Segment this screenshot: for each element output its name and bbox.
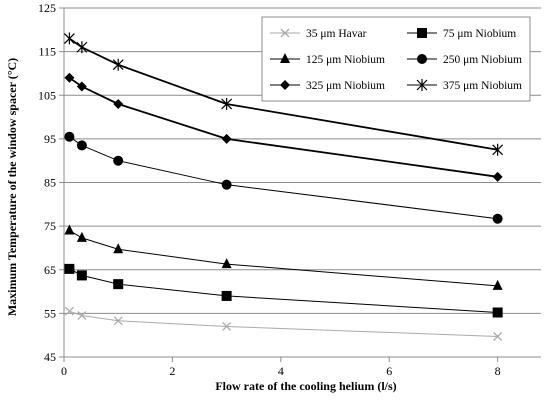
legend: 35 μm Havar 75 μm Niobium 125 μm Niobium 25…: [261, 16, 531, 102]
data-point: [113, 155, 124, 166]
legend-item: 325 μm Niobium: [270, 80, 385, 92]
data-point: [64, 306, 74, 316]
x-tick-labels: 0 2 4 6 8: [61, 364, 501, 378]
x-tick-label: 6: [386, 364, 392, 378]
data-point: [113, 243, 124, 254]
legend-marker: [280, 28, 290, 38]
legend-label: 35 μm Havar: [306, 28, 367, 40]
legend-item: 125 μm Niobium: [270, 53, 385, 66]
data-point: [221, 97, 233, 110]
legend-item: 375 μm Niobium: [407, 79, 522, 92]
y-tick-label: 85: [44, 176, 56, 190]
y-tick-label: 125: [38, 1, 56, 15]
data-point: [492, 213, 503, 224]
series-2: [64, 263, 503, 318]
legend-marker: [417, 54, 427, 64]
legend-item: 35 μm Havar: [270, 28, 367, 40]
y-tick-label: 75: [44, 219, 56, 233]
data-point: [76, 231, 87, 242]
legend-marker: [280, 80, 290, 90]
data-point: [492, 279, 503, 290]
y-tick-labels: 45 55 65 75 85 95 105 115 125: [38, 1, 56, 364]
legend-label: 75 μm Niobium: [443, 28, 516, 40]
y-tick-label: 95: [44, 132, 56, 146]
data-point: [63, 32, 75, 45]
y-tick-label: 115: [38, 45, 56, 59]
data-point: [113, 98, 124, 109]
data-point: [492, 171, 503, 182]
data-point: [493, 332, 503, 341]
data-point: [492, 143, 504, 156]
series-3: [64, 224, 503, 290]
data-point: [113, 316, 123, 326]
legend-item: 75 μm Niobium: [407, 28, 516, 40]
axes: [59, 7, 541, 362]
y-tick-label: 65: [44, 263, 56, 277]
data-point: [64, 72, 75, 83]
data-point: [221, 290, 232, 301]
x-axis-title: Flow rate of the cooling helium (l/s): [215, 379, 396, 393]
data-point: [76, 81, 87, 92]
legend-label: 375 μm Niobium: [443, 80, 522, 92]
legend-marker: [416, 79, 428, 91]
series-line: [69, 230, 498, 287]
data-point: [112, 58, 124, 71]
series-line: [69, 310, 498, 337]
data-point: [76, 41, 88, 54]
y-axis-title: Maximum Temperature of the window spacer…: [5, 58, 19, 316]
legend-label: 325 μm Niobium: [306, 80, 385, 92]
data-point: [113, 279, 124, 290]
y-tick-label: 45: [44, 350, 56, 364]
data-point: [221, 133, 232, 144]
series-6: [63, 32, 504, 156]
series-line: [69, 136, 498, 220]
data-point: [492, 307, 503, 318]
data-point: [76, 270, 87, 281]
series-5: [64, 72, 503, 182]
data-point: [64, 224, 75, 235]
series-4: [64, 131, 503, 224]
series-line: [69, 268, 498, 314]
data-point: [222, 322, 232, 331]
legend-box: [261, 16, 531, 102]
legend-marker: [280, 53, 290, 63]
y-tick-label: 105: [38, 88, 56, 102]
data-point: [77, 311, 87, 321]
x-tick-label: 0: [61, 364, 67, 378]
legend-item: 250 μm Niobium: [407, 54, 522, 66]
legend-label: 125 μm Niobium: [306, 54, 385, 66]
legend-label: 250 μm Niobium: [443, 54, 522, 66]
x-tick-label: 4: [278, 364, 284, 378]
series-group: [63, 32, 504, 341]
data-point: [64, 131, 75, 142]
legend-marker: [417, 28, 427, 38]
y-tick-label: 55: [44, 306, 56, 320]
series-1: [64, 306, 503, 341]
data-point: [64, 263, 75, 274]
data-point: [76, 140, 87, 151]
x-tick-label: 2: [169, 364, 175, 378]
data-point: [221, 258, 232, 269]
x-tick-label: 8: [495, 364, 501, 378]
data-point: [221, 179, 232, 190]
